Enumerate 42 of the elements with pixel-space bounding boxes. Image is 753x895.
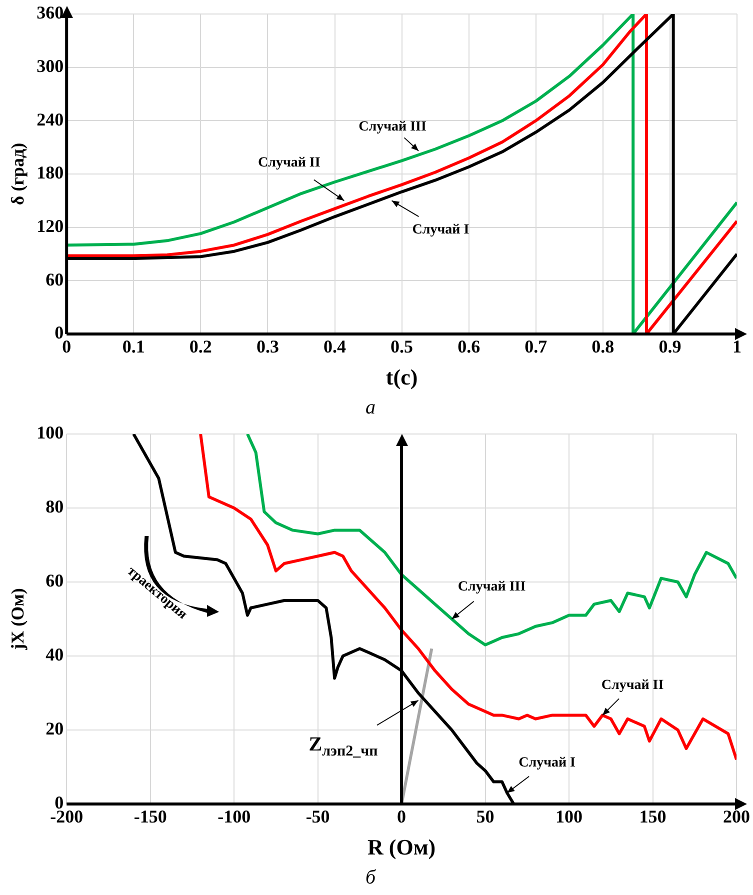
- text: а: [366, 396, 376, 418]
- y-tick-label: 20: [46, 718, 64, 739]
- x-tick-label: 150: [639, 806, 666, 826]
- annotation: Случай I: [518, 756, 576, 771]
- x-tick-label: 1: [732, 336, 742, 356]
- y-tick-label: 300: [36, 56, 64, 76]
- x-tick-label: 0.4: [324, 336, 346, 356]
- y-tick-label: 100: [36, 422, 64, 443]
- y-tick-label: 60: [46, 269, 64, 290]
- annotation: Случай I: [412, 222, 470, 238]
- y-tick-label: 360: [36, 2, 64, 23]
- x-tick-label: 0.9: [658, 336, 682, 356]
- x-tick-label: 50: [476, 806, 494, 826]
- x-tick-label: -150: [134, 806, 167, 826]
- x-tick-label: 0.1: [122, 336, 145, 356]
- y-tick-label: 120: [36, 216, 64, 236]
- y-axis-title: jX (Ом): [7, 588, 28, 651]
- text: б: [365, 866, 376, 888]
- x-tick-label: 0.2: [189, 336, 212, 356]
- x-tick-label: 0.7: [524, 336, 548, 356]
- annotation: Случай III: [358, 120, 426, 134]
- y-tick-label: 240: [36, 109, 64, 130]
- x-tick-label: 200: [723, 806, 750, 826]
- annotation: Случай II: [601, 678, 664, 693]
- x-tick-label: 100: [556, 806, 583, 826]
- annotation: Случай II: [258, 155, 320, 170]
- x-axis-title: R (Ом): [367, 834, 436, 860]
- annotation: Случай III: [458, 580, 526, 595]
- x-tick-label: 0.5: [390, 336, 414, 356]
- x-tick-label: -50: [306, 806, 330, 826]
- y-axis-title: δ (град): [7, 142, 28, 206]
- y-tick-label: 40: [46, 644, 64, 665]
- y-tick-label: 0: [54, 322, 64, 343]
- x-tick-label: 0.8: [592, 336, 614, 356]
- x-tick-label: 0.6: [458, 336, 480, 356]
- x-tick-label: 0.3: [256, 336, 279, 356]
- x-axis-title: t(c): [386, 364, 418, 390]
- y-tick-label: 60: [46, 570, 64, 591]
- x-tick-label: -100: [218, 806, 251, 826]
- y-tick-label: 80: [46, 496, 64, 517]
- x-tick-label: 0: [397, 806, 406, 826]
- y-tick-label: 180: [36, 162, 64, 183]
